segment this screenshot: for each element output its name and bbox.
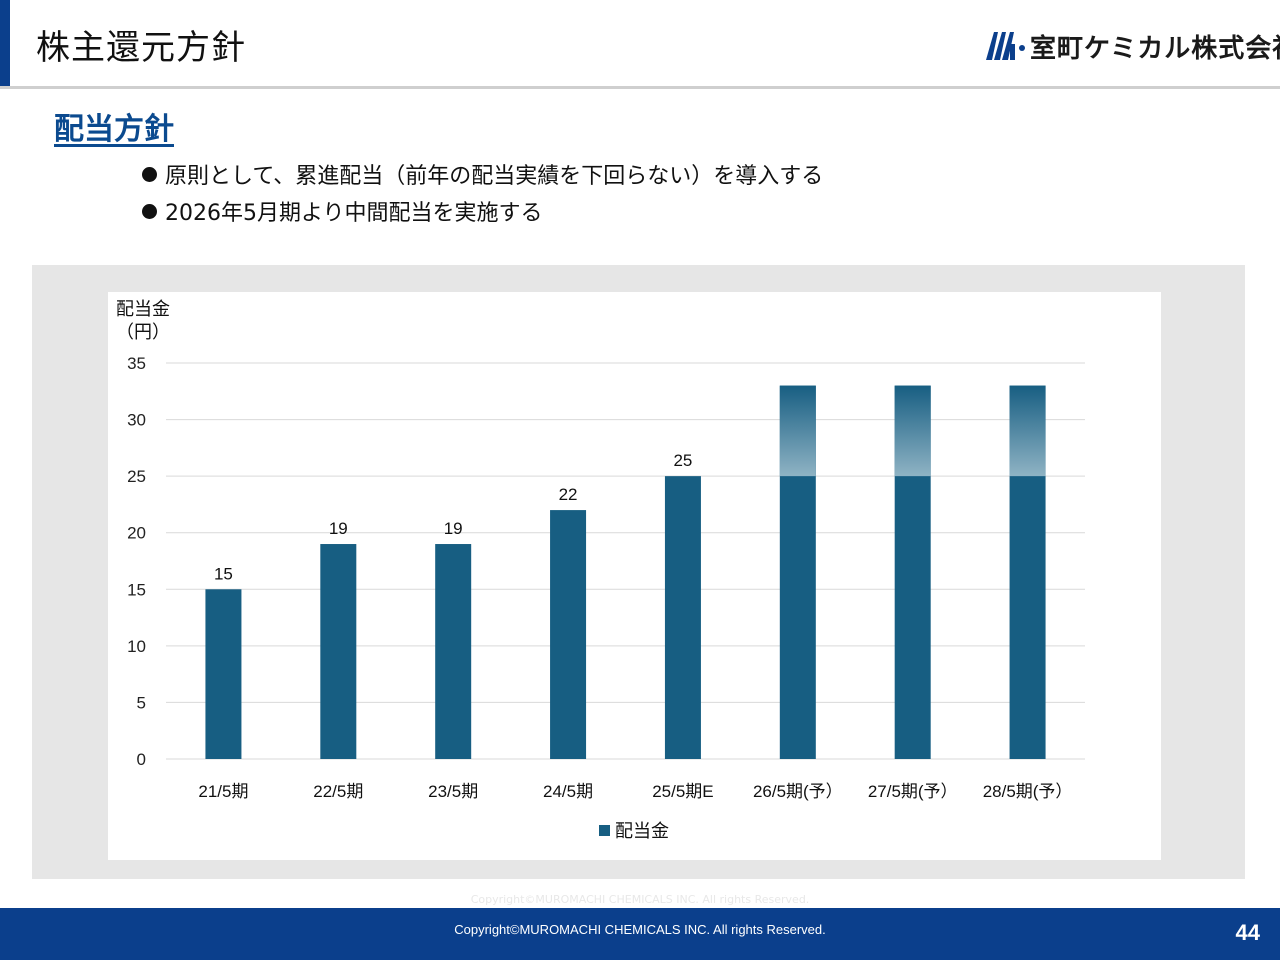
bullet-dot-icon <box>142 167 157 182</box>
y-tick-label: 5 <box>137 693 146 712</box>
y-axis-title: 配当金 <box>116 299 170 319</box>
company-name: 室町ケミカル株式会社 <box>1030 34 1280 64</box>
data-label: 22 <box>559 485 578 504</box>
bar <box>320 544 357 759</box>
y-tick-label: 15 <box>127 580 146 599</box>
bar <box>205 589 242 759</box>
x-tick-label: 22/5期 <box>313 782 363 801</box>
bar <box>435 544 472 759</box>
company-logo: 室町ケミカル株式会社 <box>984 26 1280 66</box>
y-tick-label: 20 <box>127 524 146 543</box>
bullet-item: 原則として、累進配当（前年の配当実績を下回らない）を導入する <box>142 162 823 199</box>
slide-title: 株主還元方針 <box>36 28 246 68</box>
bar <box>550 510 587 759</box>
section-heading: 配当方針 <box>54 112 174 147</box>
x-tick-label: 21/5期 <box>198 782 248 801</box>
y-axis-title: （円） <box>116 322 170 342</box>
y-tick-label: 10 <box>127 637 146 656</box>
bar-upper-segment <box>894 385 931 477</box>
legend-swatch <box>599 825 610 836</box>
data-label: 19 <box>329 519 348 538</box>
page-number: 44 <box>1235 920 1260 945</box>
x-tick-label: 24/5期 <box>543 782 593 801</box>
x-tick-label: 25/5期E <box>652 782 713 801</box>
header-divider <box>0 86 1280 89</box>
bullet-text: 原則として、累進配当（前年の配当実績を下回らない）を導入する <box>165 164 824 189</box>
bar-upper-segment <box>779 385 816 477</box>
dividend-bar-chart: 配当金 （円） 0 5 10 15 20 25 30 35 15 21/5期 19 22/5期 19 23/5… <box>116 299 1085 841</box>
legend-label: 配当金 <box>615 821 669 841</box>
x-tick-label: 27/5期(予） <box>868 782 958 801</box>
footer-bar: Copyright©MUROMACHI CHEMICALS INC. All r… <box>0 908 1280 960</box>
y-tick-label: 25 <box>127 467 146 486</box>
bar-upper-segment <box>1009 385 1046 477</box>
company-logo-icon <box>986 32 1025 60</box>
data-label: 25 <box>673 451 692 470</box>
data-label: 15 <box>214 564 233 583</box>
dividend-chart-card: 配当金 （円） 0 5 10 15 20 25 30 35 15 21/5期 19 22/5期 19 23/5… <box>108 292 1161 860</box>
y-tick-label: 30 <box>127 411 146 430</box>
x-tick-label: 26/5期(予） <box>753 782 843 801</box>
policy-bullet-list: 原則として、累進配当（前年の配当実績を下回らない）を導入する 2026年5月期よ… <box>142 162 823 236</box>
y-tick-label: 35 <box>127 354 146 373</box>
header-accent-bar <box>0 0 10 88</box>
data-label: 19 <box>444 519 463 538</box>
footer-copyright: Copyright©MUROMACHI CHEMICALS INC. All r… <box>454 922 826 937</box>
bullet-item: 2026年5月期より中間配当を実施する <box>142 199 823 236</box>
copyright-watermark: Copyright©MUROMACHI CHEMICALS INC. All r… <box>470 893 810 906</box>
bullet-text: 2026年5月期より中間配当を実施する <box>165 201 543 226</box>
x-tick-label: 23/5期 <box>428 782 478 801</box>
y-tick-label: 0 <box>137 750 146 769</box>
bullet-dot-icon <box>142 204 157 219</box>
bar <box>664 476 701 759</box>
x-tick-label: 28/5期(予） <box>983 782 1073 801</box>
